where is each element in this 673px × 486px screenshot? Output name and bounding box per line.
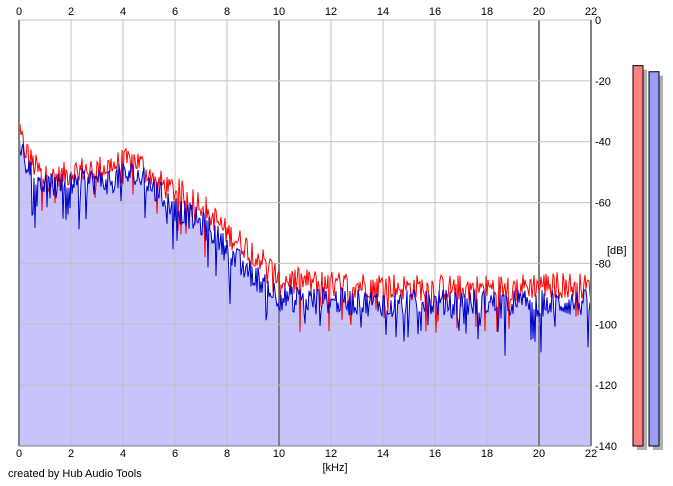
- x-tick-label-top: 22: [585, 6, 597, 18]
- x-tick-label-top: 16: [429, 6, 441, 18]
- x-tick-label-bottom: 22: [585, 448, 597, 460]
- level-meter-red: [632, 65, 644, 447]
- y-tick-label: -140: [595, 441, 617, 453]
- series-line-red: [18, 124, 592, 333]
- x-tick-label-bottom: 8: [224, 448, 230, 460]
- y-tick-label: -60: [595, 198, 611, 210]
- y-tick-label: -20: [595, 76, 611, 88]
- y-tick-label: -40: [595, 137, 611, 149]
- x-tick-label-bottom: 18: [481, 448, 493, 460]
- x-tick-label-bottom: 12: [325, 448, 337, 460]
- x-tick-label-top: 12: [325, 6, 337, 18]
- series-layer: [18, 124, 592, 356]
- x-tick-label-top: 18: [481, 6, 493, 18]
- x-tick-label-top: 14: [377, 6, 389, 18]
- x-axis-label: [kHz]: [322, 462, 347, 474]
- x-tick-label-top: 4: [120, 6, 126, 18]
- y-axis-label: [dB]: [607, 245, 627, 257]
- y-tick-label: 0: [595, 15, 601, 27]
- x-tick-label-bottom: 10: [273, 448, 285, 460]
- plot-area: [19, 130, 591, 446]
- x-tick-label-bottom: 20: [533, 448, 545, 460]
- y-tick-label: -120: [595, 380, 617, 392]
- x-tick-label-top: 6: [172, 6, 178, 18]
- y-tick-label: -80: [595, 258, 611, 270]
- x-tick-label-top: 20: [533, 6, 545, 18]
- x-tick-label-top: 2: [68, 6, 74, 18]
- x-tick-label-bottom: 0: [16, 448, 22, 460]
- x-tick-label-bottom: 4: [120, 448, 126, 460]
- credit-text: created by Hub Audio Tools: [8, 468, 142, 480]
- x-tick-label-bottom: 6: [172, 448, 178, 460]
- x-tick-label-top: 0: [16, 6, 22, 18]
- x-tick-label-top: 10: [273, 6, 285, 18]
- x-tick-label-bottom: 16: [429, 448, 441, 460]
- spectrum-fill-area: [19, 130, 591, 446]
- grid: [18, 19, 592, 447]
- x-tick-label-bottom: 2: [68, 448, 74, 460]
- level-meters: [632, 65, 663, 451]
- level-meter-blue: [648, 71, 660, 447]
- x-tick-label-bottom: 14: [377, 448, 389, 460]
- x-tick-label-top: 8: [224, 6, 230, 18]
- series-line-blue: [18, 130, 592, 356]
- axes: 002244668810101212141416161818202022220-…: [16, 6, 617, 460]
- y-tick-label: -100: [595, 319, 617, 331]
